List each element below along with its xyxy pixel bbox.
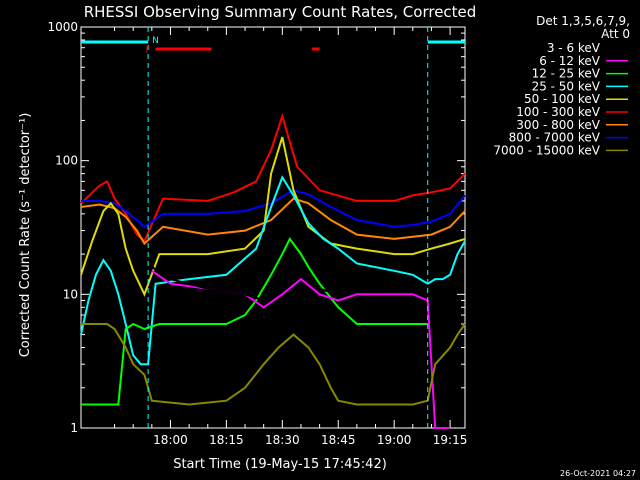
series-7000-15000-kev-line — [81, 323, 466, 406]
series-12-25-kev-line — [81, 236, 428, 406]
legend-label: 100 - 300 keV — [516, 105, 600, 119]
y-tick-label: 1000 — [47, 20, 78, 34]
y-tick-label: 10 — [63, 287, 78, 301]
status-flag-N: N — [152, 36, 159, 46]
legend-label: 7000 - 15000 keV — [493, 143, 600, 157]
x-tick-label: 18:15 — [209, 433, 244, 447]
legend-label: 300 - 800 keV — [516, 118, 600, 132]
x-tick-label: 18:45 — [321, 433, 356, 447]
legend-label: 6 - 12 keV — [539, 54, 601, 68]
status-bars: NF — [81, 27, 465, 428]
plot-frame — [80, 26, 466, 429]
axis-ticks: 1 10 100 1000 18:00 18:15 18:30 18:45 19:00 19:15 — [47, 20, 467, 447]
y-axis-label: Corrected Count Rate (s⁻¹ detector⁻¹) — [18, 113, 33, 358]
chart-title: RHESSI Observing Summary Count Rates, Co… — [84, 3, 477, 21]
y-tick-label: 1 — [70, 421, 78, 435]
status-flag-F: F — [146, 46, 151, 56]
y-tick-label: 100 — [55, 154, 78, 168]
legend-label: 12 - 25 keV — [532, 67, 601, 81]
x-tick-label: 19:00 — [377, 433, 412, 447]
x-tick-label: 19:15 — [433, 433, 468, 447]
x-tick-label: 18:30 — [265, 433, 300, 447]
legend-label: 3 - 6 keV — [547, 41, 601, 55]
legend-label: 50 - 100 keV — [524, 92, 601, 106]
x-axis-label: Start Time (19-May-15 17:45:42) — [173, 457, 387, 472]
series-100-300-kev-line — [80, 112, 466, 243]
x-tick-label: 18:00 — [153, 433, 188, 447]
series-25-50-kev-line — [80, 175, 466, 366]
series-300-800-kev-line — [80, 197, 466, 246]
detector-info: Det 1,3,5,6,7,9, — [536, 14, 630, 28]
series-3-6-kev-line — [151, 266, 429, 302]
series-800-7000-kev-line — [81, 189, 466, 229]
timestamp: 26-Oct-2021 04:27 — [560, 469, 636, 478]
attenuator-info: Att 0 — [601, 27, 630, 41]
legend-label: 800 - 7000 keV — [509, 131, 601, 145]
series-layer — [80, 112, 466, 429]
legend-label: 25 - 50 keV — [532, 79, 601, 93]
plot-area-border — [80, 26, 466, 429]
